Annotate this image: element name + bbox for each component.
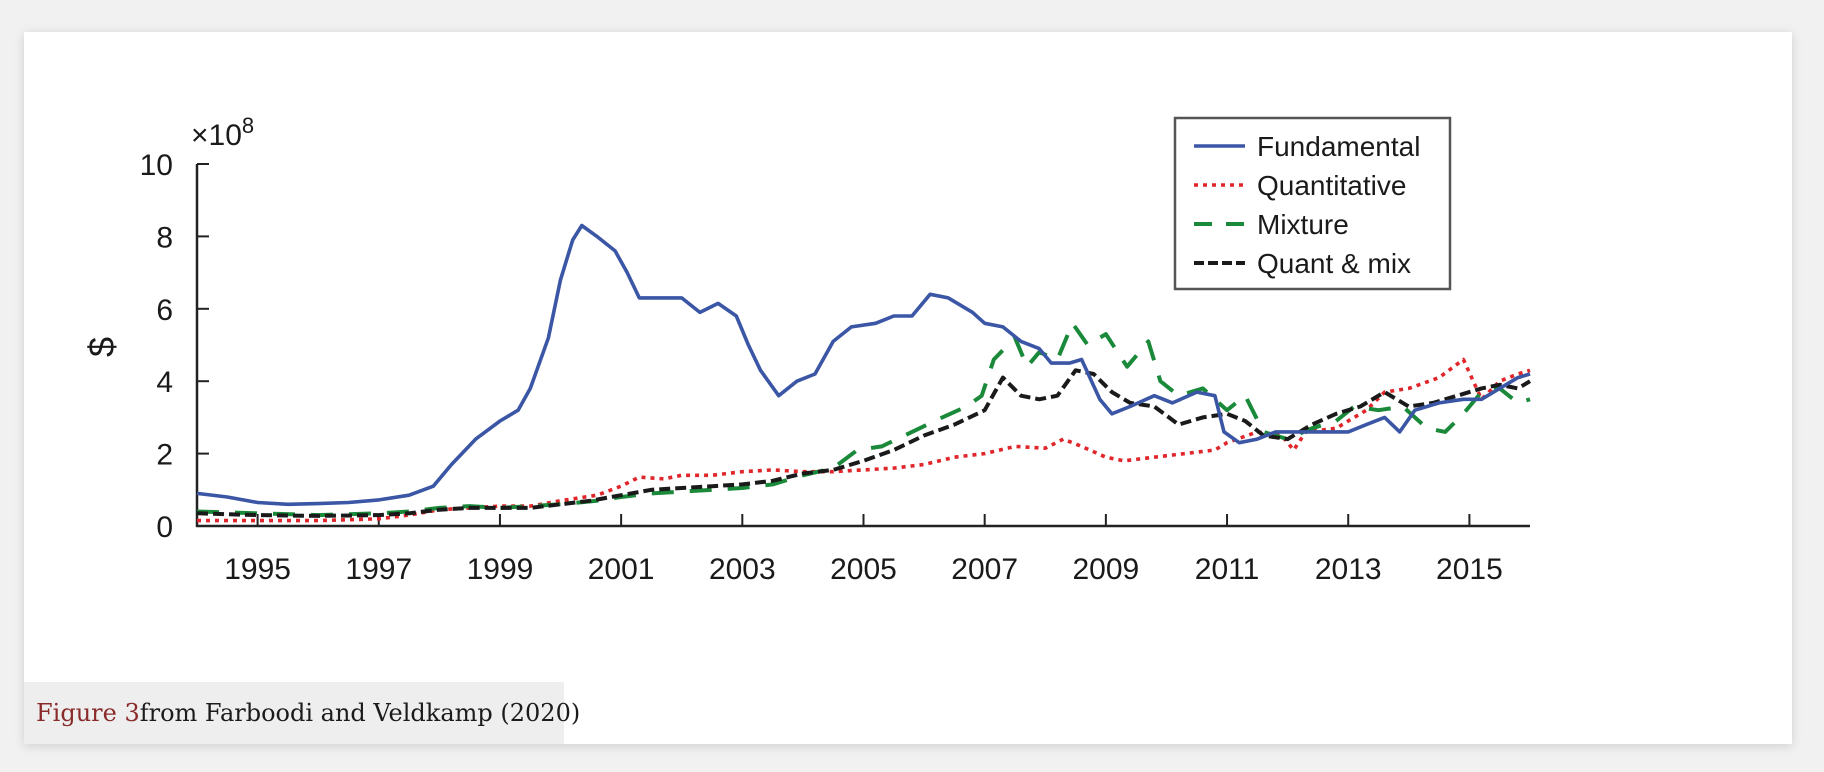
series-line-mixture xyxy=(196,321,1531,518)
legend: Fundamental Quantitative Mixture Quant & mi… xyxy=(1173,116,1452,291)
y-tick-label: 2 xyxy=(156,439,173,472)
x-tick-label: 2011 xyxy=(1195,553,1260,586)
legend-label: Mixture xyxy=(1257,209,1349,240)
figure-caption: Figure 3 from Farboodi and Veldkamp (202… xyxy=(24,682,580,744)
x-tick-label: 1995 xyxy=(224,553,291,586)
y-tick-label: 0 xyxy=(156,511,173,544)
x-tick-label: 2009 xyxy=(1072,553,1139,586)
x-tick-label: 1997 xyxy=(345,553,412,586)
legend-label: Fundamental xyxy=(1257,131,1420,162)
y-axis-label: $ xyxy=(81,337,122,357)
caption-figure-label: Figure 3 xyxy=(36,699,140,727)
x-tick-label: 2003 xyxy=(709,553,776,586)
series-line-quantitative xyxy=(197,357,1531,523)
caption-source: from Farboodi and Veldkamp (2020) xyxy=(139,699,581,727)
x-tick-label: 2005 xyxy=(830,553,897,586)
legend-label: Quantitative xyxy=(1257,170,1406,201)
legend-label: Quant & mix xyxy=(1257,248,1411,279)
series-line-fundamental xyxy=(196,223,1531,507)
y-tick-label: 8 xyxy=(156,221,173,254)
x-tick-label: 2007 xyxy=(951,553,1018,586)
x-tick-label: 2015 xyxy=(1436,553,1503,586)
y-tick-label: 6 xyxy=(156,294,173,327)
y-tick-label: 4 xyxy=(156,366,173,399)
x-tick-label: 2001 xyxy=(588,553,655,586)
y-multiplier-label: ×108 xyxy=(191,113,254,152)
x-tick-label: 2013 xyxy=(1315,553,1382,586)
y-tick-label: 10 xyxy=(140,149,173,182)
series-line-quant-mix xyxy=(196,368,1532,518)
line-chart: 0 2 4 6 8 10 1995 1997 1999 2001 2003 2005 2007 2009 2… xyxy=(81,113,1532,586)
x-tick-label: 1999 xyxy=(467,553,534,586)
figure-card: 0 2 4 6 8 10 1995 1997 1999 2001 2003 2005 2007 2009 2… xyxy=(24,32,1792,744)
